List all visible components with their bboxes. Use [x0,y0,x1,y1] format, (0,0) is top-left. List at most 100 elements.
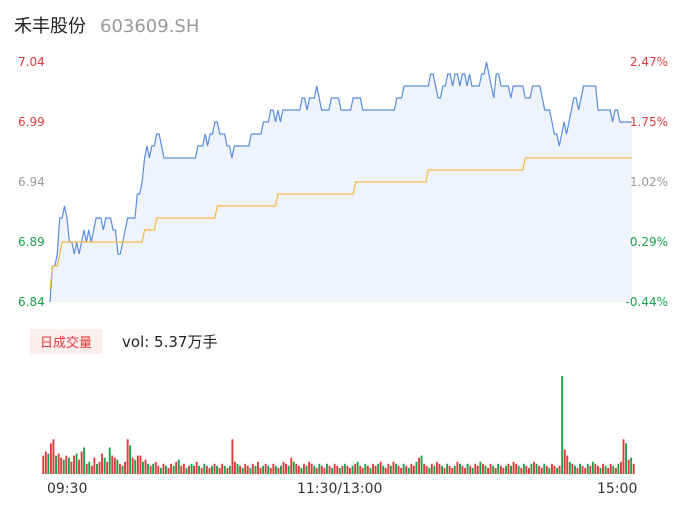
volume-bar [594,463,597,474]
stock-name: 禾丰股份 [14,16,86,37]
volume-bar [568,461,571,475]
volume-bar [395,463,397,474]
volume-bar [297,465,300,474]
y-left-tick: 6.99 [18,115,45,129]
volume-badge: 日成交量 [30,329,103,354]
volume-bar [632,463,635,474]
volume-bar [548,467,551,474]
volume-bar [85,463,88,474]
stock-header: 禾丰股份 603609.SH [14,12,199,40]
volume-bar [604,465,607,474]
volume-bar [208,467,211,474]
volume-bar [543,463,546,474]
volume-bar [318,463,321,474]
volume-bar [389,465,392,474]
volume-bar [216,465,218,474]
y-left-tick: 6.94 [18,175,45,189]
volume-bar [121,465,124,474]
volume-bar [374,465,377,474]
volume-bar [134,459,137,474]
volume-bar [392,461,395,475]
volume-bar [459,463,461,474]
volume-bar [147,463,149,474]
volume-bar [446,463,449,474]
volume-bar [538,465,541,474]
volume-bar [343,463,346,474]
volume-bar [412,465,415,474]
volume-bar [213,463,216,474]
volume-bar [119,463,121,474]
volume-bar [295,463,298,474]
volume-bar [47,453,50,474]
volume-bar [182,463,185,474]
volume-bar [612,465,615,474]
volume-bar [80,451,83,474]
volume-bar [149,465,152,474]
volume-bar [425,465,428,474]
volume-bar [540,467,543,474]
volume-bar [259,467,262,474]
volume-bar [418,457,420,474]
volume-bar [614,467,617,474]
volume-bar [487,467,489,474]
volume-bar [272,463,275,474]
volume-bar [441,465,443,474]
volume-bar [558,465,561,474]
volume-bar [124,461,126,475]
volume-bar [405,465,408,474]
volume-bar [476,465,479,474]
stock-code: 603609.SH [100,16,200,37]
volume-bar [195,461,198,475]
volume-bar [142,461,144,475]
volume-bar [517,465,520,474]
volume-bar [180,465,183,474]
volume-bar [466,463,469,474]
volume-bar [165,465,167,474]
volume-bar [484,465,487,474]
volume-bar [341,465,344,474]
volume-bar [136,455,139,474]
volume-bar [415,461,418,475]
volume-bar [356,461,359,475]
volume-bar [96,463,98,474]
x-tick-close: 15:00 [597,481,638,497]
volume-bar [410,463,413,474]
volume-bar [520,467,523,474]
volume-bar [589,465,592,474]
volume-bar [55,455,57,474]
volume-bar [57,453,60,474]
volume-bar [338,467,341,474]
volume-bar [193,465,195,474]
volume-bar [528,467,530,474]
volume-bar [315,467,318,474]
y-right-tick: 2.47% [629,55,668,69]
volume-bar [44,451,47,474]
volume-bar [236,463,239,474]
volume-bar [456,461,459,475]
volume-bar [157,465,160,474]
volume-bar [73,455,75,474]
y-left-tick: 7.04 [18,55,45,69]
volume-bar [177,459,180,474]
volume-bar [361,467,364,474]
volume-bar [497,463,500,474]
volume-bar [571,463,574,474]
volume-bar [581,465,584,474]
volume-bar [108,447,111,474]
volume-bar [499,465,502,474]
volume-bar [106,461,109,475]
volume-bar [65,455,68,474]
volume-bar [52,439,55,474]
volume-bar [551,463,553,474]
volume-bar [627,459,630,474]
volume-bar [507,463,510,474]
volume-bar [492,465,495,474]
volume-bar [251,463,254,474]
volume-bar [443,467,446,474]
volume-bar [175,461,178,475]
volume-bar [111,455,114,474]
volume-bar [234,461,236,475]
volume-bar [494,467,497,474]
volume-bar [159,467,162,474]
volume-bar [308,461,311,475]
